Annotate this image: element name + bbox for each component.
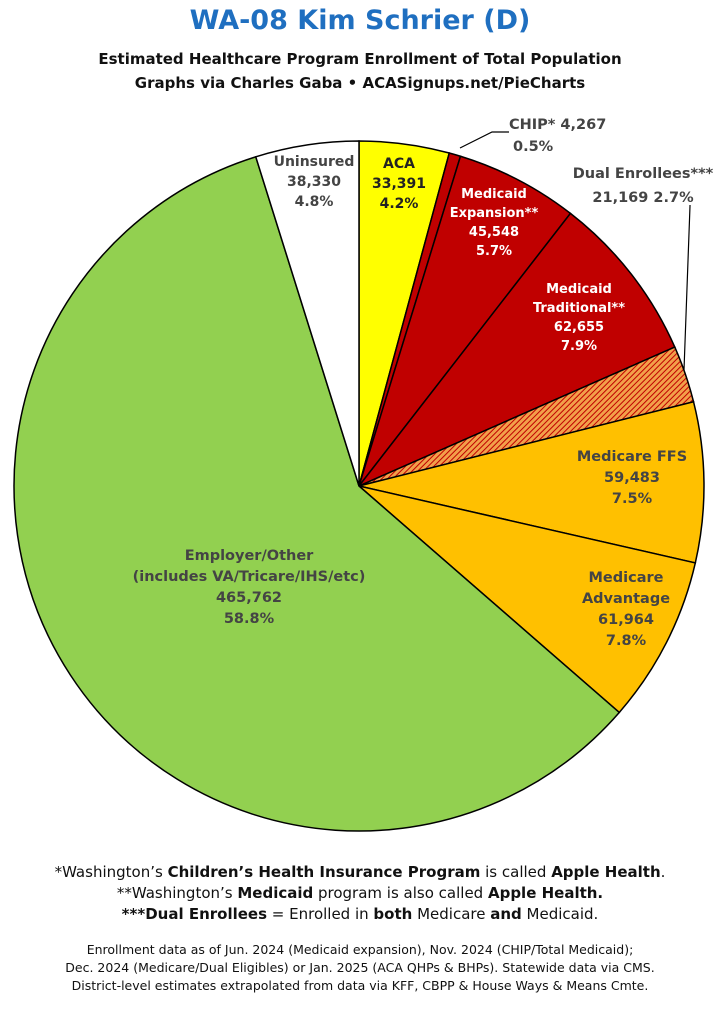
slice-label-medicaid_exp: Medicaid Expansion** 45,548 5.7% xyxy=(450,187,539,259)
slice-label-medicaid_trad: Medicaid Traditional** 62,655 7.9% xyxy=(533,282,625,354)
subtitle-line-1: Estimated Healthcare Program Enrollment … xyxy=(98,50,622,68)
pie-slice-medicaid_trad xyxy=(358,212,676,487)
pie-slice-medicare_adv xyxy=(358,485,697,714)
pie-slice-medicaid_exp xyxy=(358,155,572,487)
pie-slices xyxy=(13,140,705,832)
footnote-dual: ***Dual Enrollees = Enrolled in both Med… xyxy=(121,905,599,923)
source-line-1: Enrollment data as of Jun. 2024 (Medicai… xyxy=(86,942,634,957)
slice-label-dual: Dual Enrollees*** 21,169 2.7% xyxy=(573,166,714,206)
slice-label-aca: ACA 33,391 4.2% xyxy=(372,156,426,212)
slice-label-chip: CHIP* 4,267 0.5% xyxy=(509,117,606,155)
slice-labels: ACA 33,391 4.2% CHIP* 4,267 0.5% Medicaid Expa… xyxy=(133,117,714,649)
page-title: WA-08 Kim Schrier (D) xyxy=(189,5,531,36)
footnote-medicaid: **Washington’s Medicaid program is also … xyxy=(116,884,604,902)
leader-line-chip xyxy=(459,131,509,149)
pie-slice-employer xyxy=(13,155,621,832)
footnote-chip: *Washington’s Children’s Health Insuranc… xyxy=(54,863,666,881)
source-line-3: District-level estimates extrapolated fr… xyxy=(71,978,649,993)
slice-label-medicare_adv: Medicare Advantage 61,964 7.8% xyxy=(582,570,670,649)
slice-label-uninsured: Uninsured 38,330 4.8% xyxy=(274,154,355,210)
slice-label-employer: Employer/Other (includes VA/Tricare/IHS/e… xyxy=(133,548,366,627)
pie-chart: ACA 33,391 4.2% CHIP* 4,267 0.5% Medicaid Expa… xyxy=(13,117,714,832)
slice-label-medicare_ffs: Medicare FFS 59,483 7.5% xyxy=(577,449,687,507)
leader-lines xyxy=(459,131,691,371)
pie-slice-uninsured xyxy=(254,140,360,487)
source-line-2: Dec. 2024 (Medicare/Dual Eligibles) or J… xyxy=(65,960,655,975)
pie-slice-medicare_ffs xyxy=(358,400,705,564)
subtitle-line-2: Graphs via Charles Gaba • ACASignups.net… xyxy=(134,74,586,92)
leader-line-dual xyxy=(683,205,691,371)
